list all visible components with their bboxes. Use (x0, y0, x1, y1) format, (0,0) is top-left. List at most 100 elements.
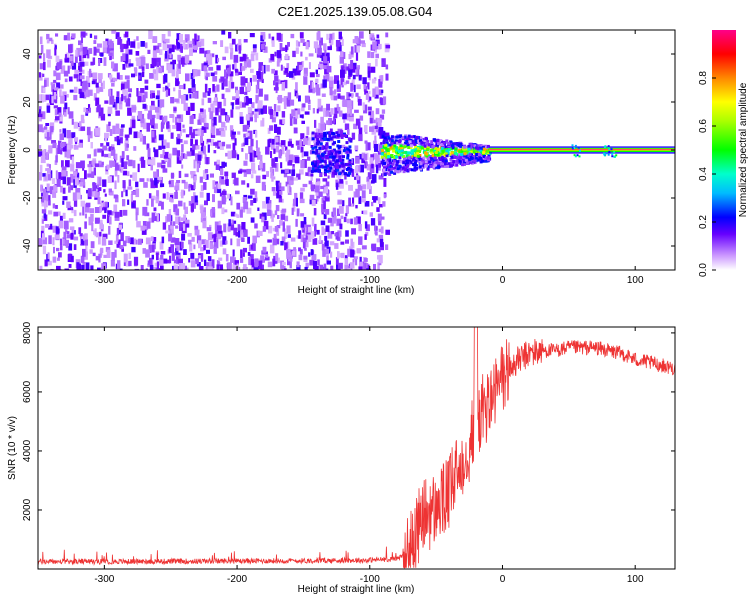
spectrogram-cell (387, 168, 391, 172)
spectrogram-cell (292, 166, 295, 171)
spectrogram-cell (270, 142, 275, 150)
spectrogram-cell (299, 139, 302, 147)
spectrogram-cell (128, 237, 131, 244)
spectrogram-cell (375, 164, 379, 174)
spectrogram-cell (40, 44, 44, 54)
spectrogram-cell (363, 125, 368, 133)
spectrogram-cell (178, 89, 181, 99)
spectrogram-cell (218, 105, 221, 113)
spectrogram-cell (125, 89, 128, 99)
spectrogram-cell (440, 156, 444, 159)
spectrogram-cell (389, 137, 393, 141)
spectrogram-cell (379, 238, 384, 247)
spectrogram-cell (230, 256, 235, 263)
spectrogram-cell (384, 146, 388, 150)
spectrogram-cell (361, 190, 366, 199)
spectrogram-cell (364, 90, 368, 95)
spectrogram-cell (474, 148, 478, 152)
spectrogram-cell (114, 136, 117, 142)
spectrogram-cell (320, 220, 326, 226)
spectrogram-cell (345, 180, 348, 185)
spectrogram-cell (196, 262, 201, 267)
spectrogram-cell (212, 100, 218, 106)
spectrogram-cell (269, 125, 274, 131)
spectrogram-cell (140, 41, 145, 47)
spectrogram-cell (73, 230, 76, 235)
spectrogram-cell (195, 145, 200, 150)
spectrogram-cell (49, 94, 52, 103)
spectrogram-cell (87, 82, 91, 88)
spectrogram-cell (73, 236, 79, 241)
spectrogram-cell (419, 145, 423, 149)
spectrogram-cell (344, 123, 350, 130)
spectrogram-cell (369, 164, 375, 173)
spectrogram-cell (257, 207, 260, 211)
spectrogram-cell (390, 164, 393, 168)
spectrogram-cell (357, 65, 360, 70)
spectrogram-cell (398, 164, 402, 168)
spectrogram-cell (469, 161, 473, 164)
spectrogram-cell (50, 126, 54, 133)
spectrogram-cell (230, 52, 233, 60)
spectrogram-cell (81, 36, 83, 44)
spectrogram-cell (63, 107, 67, 115)
spectrogram-cell (176, 71, 179, 79)
spectrogram-cell (61, 65, 66, 71)
spectrogram-cell (311, 162, 314, 166)
spectrogram-cell (260, 154, 263, 162)
spectrogram-cell (337, 93, 341, 99)
spectrogram-cell (385, 44, 391, 49)
spectrogram-cell (131, 203, 135, 208)
spectrogram-cell (402, 170, 406, 174)
spectrogram-cell (59, 215, 63, 225)
spectrogram-cell (281, 111, 286, 118)
spectrogram-cell (115, 32, 120, 39)
spectrogram-cell (369, 96, 372, 101)
spectrogram-cell (255, 175, 261, 183)
spectrogram-cell (90, 142, 93, 149)
spectrogram-cell (47, 260, 52, 266)
spectrogram-cell (281, 208, 287, 213)
spectrogram-cell (304, 266, 308, 270)
spectrogram-cell (160, 254, 164, 260)
spectrogram-cell (62, 128, 67, 138)
spectrogram-cell (443, 165, 447, 168)
spectrogram-cell (231, 82, 235, 89)
spectrogram-cell (231, 150, 237, 159)
spectrogram-cell (298, 254, 303, 261)
spectrogram-cell (382, 145, 386, 149)
spectrogram-cell (287, 42, 290, 47)
spectrogram-cell (295, 40, 299, 47)
spectrogram-cell (340, 144, 346, 149)
spectrogram-cell (76, 47, 82, 57)
spectrogram-cell (357, 99, 362, 106)
spectrogram-cell (46, 40, 50, 44)
spectrogram-cell (246, 59, 250, 63)
spectrogram-cell (160, 154, 164, 158)
y-tick-label: 4000 (22, 439, 33, 462)
spectrogram-cell (257, 107, 260, 115)
spectrogram-cell (438, 153, 442, 157)
spectrogram-cell (128, 88, 132, 93)
spectrogram-cell (251, 170, 257, 174)
spectrogram-cell (161, 164, 166, 169)
spectrogram-cell (574, 155, 577, 158)
spectrogram-cell (355, 259, 358, 266)
spectrogram-cell (206, 249, 210, 254)
spectrogram-cell (314, 167, 318, 171)
spectrogram-cell (423, 149, 427, 153)
spectrogram-cell (252, 75, 257, 82)
spectrogram-cell (59, 89, 62, 97)
spectrogram-cell (274, 124, 278, 133)
spectrogram-cell (42, 173, 46, 177)
spectrogram-cell (271, 68, 275, 74)
spectrogram-cell (275, 205, 280, 212)
spectrogram-cell (47, 167, 51, 176)
spectrogram-cell (212, 53, 215, 58)
spectrogram-cell (468, 143, 472, 146)
spectrogram-cell (258, 260, 263, 269)
spectrogram-cell (309, 198, 313, 205)
spectrogram-cell (295, 140, 300, 146)
spectrogram-cell (425, 154, 429, 158)
spectrogram-cell (246, 120, 250, 128)
